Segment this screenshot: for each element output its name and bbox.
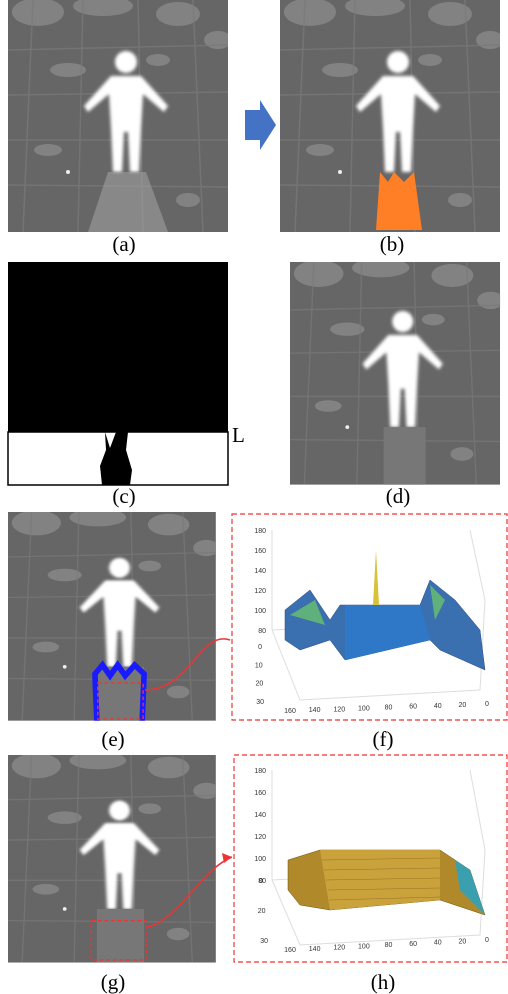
plot-h (234, 755, 507, 962)
figure: (a) (b) L (c) (d) (e) 180160140120100800… (0, 0, 508, 994)
axis-tick-label: 0 (485, 701, 489, 708)
panel-label: (f) (373, 727, 394, 751)
panel-label: (c) (112, 484, 135, 508)
axis-tick-label: 120 (254, 834, 266, 841)
axis-tick-label: 100 (254, 608, 266, 615)
axis-tick-label: 180 (254, 768, 266, 775)
axis-tick-label: 80 (258, 628, 266, 635)
axis-tick-label: 160 (254, 548, 266, 555)
axis-tick-label: 80 (385, 942, 393, 949)
axis-tick-label: 40 (434, 703, 442, 710)
image-g (8, 751, 220, 962)
panel-label: (e) (101, 727, 124, 751)
axis-tick-label: 160 (284, 708, 296, 715)
axis-tick-label: 160 (254, 790, 266, 797)
axis-tick-label: 100 (254, 856, 266, 863)
axis-tick-label: 80 (385, 705, 393, 712)
axis-tick-label: 20 (256, 681, 264, 688)
axis-tick-label: 20 (458, 938, 466, 945)
line-label: L (232, 423, 245, 447)
panel-label: (g) (101, 970, 126, 994)
axis-tick-label: 140 (254, 568, 266, 575)
image-b (280, 0, 504, 232)
axis-tick-label: 30 (256, 699, 264, 706)
axis-tick-label: 100 (358, 943, 370, 950)
axis-tick-label: 160 (284, 947, 296, 954)
panel-label: (a) (112, 232, 135, 256)
arrow (245, 100, 276, 150)
panel-label: (d) (386, 484, 411, 508)
axis-tick-label: 60 (409, 941, 417, 948)
axis-tick-label: 30 (260, 938, 268, 945)
panel-label: (b) (380, 232, 405, 256)
image-e (8, 508, 220, 720)
axis-tick-label: 120 (333, 706, 345, 713)
axis-tick-label: 140 (309, 707, 321, 714)
image-c (8, 262, 228, 485)
axis-tick-label: 10 (255, 662, 263, 669)
axis-tick-label: 120 (333, 945, 345, 952)
axis-tick-label: 40 (434, 940, 442, 947)
axis-tick-label: 20 (458, 702, 466, 709)
panel-label: (h) (371, 970, 396, 994)
image-d (290, 258, 504, 485)
axis-tick-label: 180 (254, 528, 266, 535)
axis-tick-label: 0 (259, 878, 263, 885)
axis-tick-label: 0 (258, 644, 262, 651)
axis-tick-label: 100 (358, 705, 370, 712)
plot-f (232, 514, 507, 720)
axis-tick-label: 120 (254, 588, 266, 595)
axis-tick-label: 20 (258, 908, 266, 915)
axis-tick-label: 140 (309, 946, 321, 953)
axis-tick-label: 60 (409, 704, 417, 711)
image-a (8, 0, 232, 232)
axis-tick-label: 140 (254, 812, 266, 819)
axis-tick-label: 0 (485, 937, 489, 944)
